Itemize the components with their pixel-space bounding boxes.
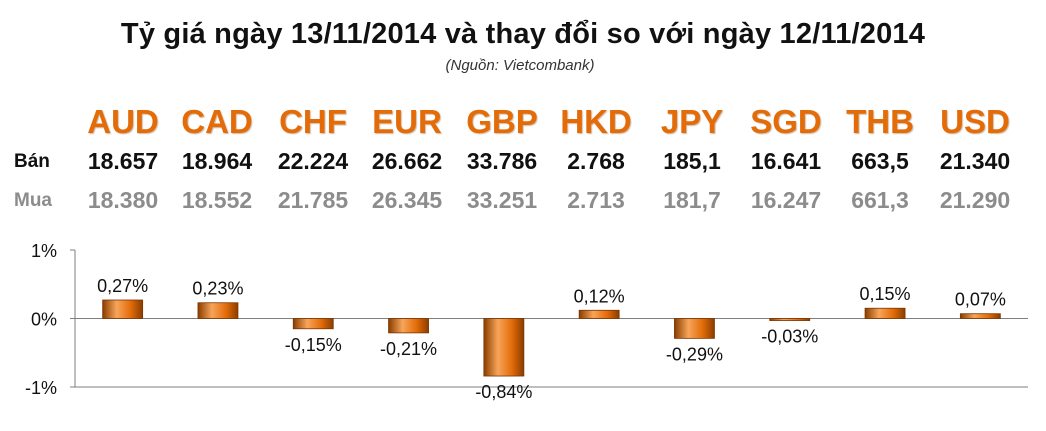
data-label: 0,12% — [574, 286, 625, 306]
buy-rate: 26.345 — [371, 187, 443, 213]
currency-code: USD — [940, 103, 1010, 140]
sell-rate: 663,5 — [851, 148, 909, 174]
sell-rate: 22.224 — [277, 148, 349, 174]
buy-rate: 2.713 — [567, 187, 625, 213]
sell-rate: 18.657 — [87, 148, 159, 174]
data-label: -0,84% — [475, 382, 532, 402]
buy-rate: 33.251 — [466, 187, 538, 213]
currency-code: EUR — [372, 103, 442, 140]
sell-rate: 16.641 — [750, 148, 822, 174]
data-label: 0,07% — [955, 290, 1006, 310]
buy-rate: 21.290 — [939, 187, 1011, 213]
bar — [292, 318, 334, 330]
y-tick-label: -1% — [25, 378, 57, 398]
bar — [197, 302, 239, 319]
buy-rate: 661,3 — [851, 187, 909, 213]
sell-rate: 21.340 — [939, 148, 1011, 174]
sell-row-label: Bán — [14, 151, 50, 172]
page-title: Tỷ giá ngày 13/11/2014 và thay đổi so vớ… — [120, 18, 926, 50]
data-label: 0,27% — [97, 276, 148, 296]
currency-code: AUD — [87, 103, 159, 140]
currency-code: THB — [846, 103, 914, 140]
bar — [864, 307, 906, 319]
buy-rate: 181,7 — [663, 187, 721, 213]
data-label: 0,23% — [192, 279, 243, 299]
rates-table: Bán Mua AUD 18.657 18.380 CAD 18.964 18.552 CH… — [14, 103, 1011, 213]
buy-rate: 21.785 — [277, 187, 349, 213]
data-label: -0,03% — [761, 327, 818, 347]
bar — [769, 318, 811, 321]
bar — [102, 299, 144, 319]
y-tick-label: 0% — [31, 310, 57, 330]
buy-rate: 18.380 — [87, 187, 159, 213]
data-label: -0,29% — [666, 344, 723, 364]
sell-rate: 2.768 — [567, 148, 625, 174]
data-label: -0,15% — [285, 335, 342, 355]
bar — [578, 309, 620, 319]
sell-rate: 26.662 — [371, 148, 443, 174]
bar — [483, 318, 525, 377]
sell-rate: 18.964 — [181, 148, 253, 174]
currency-code: HKD — [560, 103, 632, 140]
currency-code: JPY — [660, 103, 724, 140]
currency-code: GBP — [466, 103, 538, 140]
currency-code: CHF — [279, 103, 347, 140]
y-tick-label: 1% — [31, 241, 57, 261]
currency-code: SGD — [750, 103, 822, 140]
bar — [388, 318, 429, 334]
source-note: (Nguồn: Vietcombank) — [445, 57, 595, 74]
data-label: -0,21% — [380, 339, 437, 359]
currency-code: CAD — [181, 103, 253, 140]
buy-row-label: Mua — [14, 190, 52, 211]
sell-rate: 185,1 — [663, 148, 721, 174]
buy-rate: 16.247 — [750, 187, 822, 213]
change-chart: 1% 0% -1% 0,27% 0,23% -0,15% -0,21% -0,84% 0,12%… — [25, 241, 1028, 402]
buy-rate: 18.552 — [181, 187, 253, 213]
bar — [674, 318, 715, 339]
data-label: 0,15% — [860, 284, 911, 304]
bar — [959, 313, 1001, 319]
sell-rate: 33.786 — [466, 148, 538, 174]
